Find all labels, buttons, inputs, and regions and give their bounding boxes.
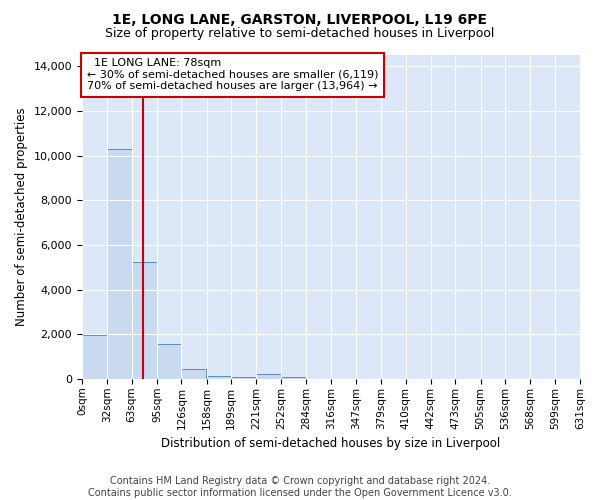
Bar <box>107 149 131 379</box>
Text: 1E LONG LANE: 78sqm
← 30% of semi-detached houses are smaller (6,119)
70% of sem: 1E LONG LANE: 78sqm ← 30% of semi-detach… <box>87 58 379 92</box>
Bar <box>181 369 206 379</box>
Y-axis label: Number of semi-detached properties: Number of semi-detached properties <box>15 108 28 326</box>
Bar <box>82 336 107 379</box>
Text: Size of property relative to semi-detached houses in Liverpool: Size of property relative to semi-detach… <box>106 28 494 40</box>
X-axis label: Distribution of semi-detached houses by size in Liverpool: Distribution of semi-detached houses by … <box>161 437 500 450</box>
Bar <box>231 376 256 379</box>
Bar <box>207 376 231 379</box>
Bar <box>256 374 281 379</box>
Text: Contains HM Land Registry data © Crown copyright and database right 2024.
Contai: Contains HM Land Registry data © Crown c… <box>88 476 512 498</box>
Bar <box>132 262 157 379</box>
Bar <box>157 344 181 379</box>
Text: 1E, LONG LANE, GARSTON, LIVERPOOL, L19 6PE: 1E, LONG LANE, GARSTON, LIVERPOOL, L19 6… <box>113 12 487 26</box>
Bar <box>281 377 306 379</box>
